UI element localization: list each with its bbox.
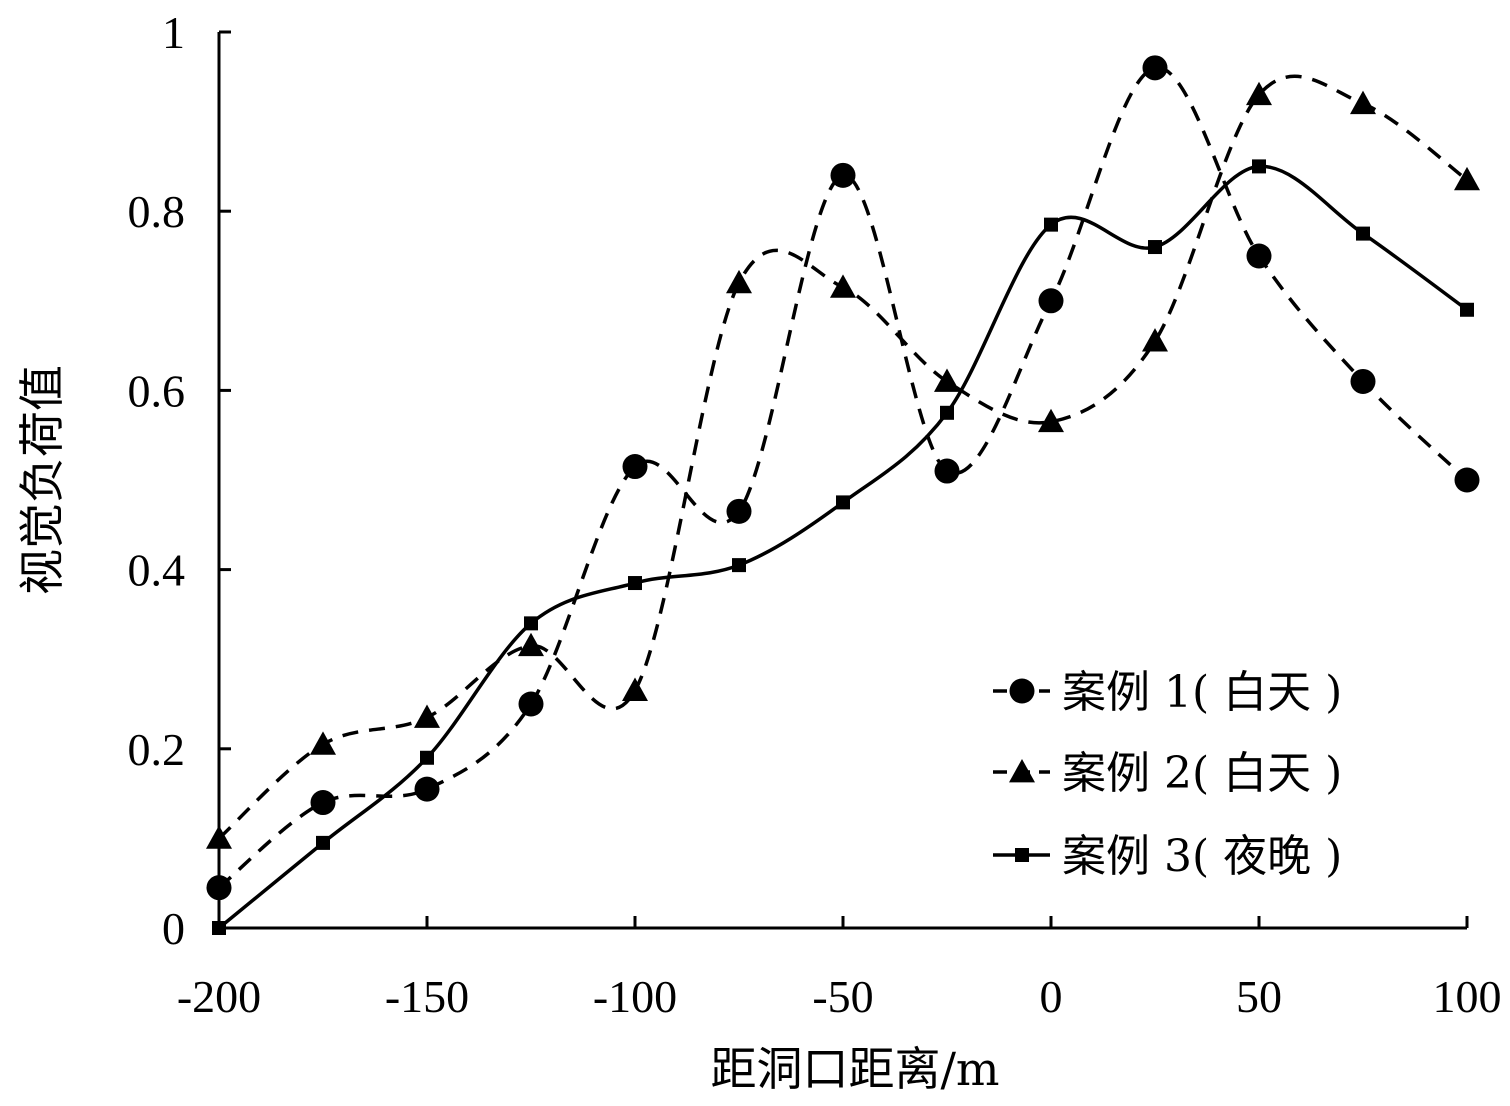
series-1-point — [726, 498, 752, 524]
y-tick-label: 0 — [162, 903, 185, 954]
series-3-point — [1252, 159, 1266, 174]
series-1-point — [310, 790, 336, 816]
y-tick-label: 0.8 — [128, 186, 186, 237]
series-1-point — [1142, 55, 1168, 81]
series-1 — [206, 55, 1480, 901]
series-3-point — [1460, 302, 1474, 317]
series-1-point — [830, 162, 856, 188]
series-1-point — [518, 691, 544, 717]
series-3-point — [1148, 240, 1162, 255]
legend-label: 案例 2( 白天 ) — [1062, 748, 1342, 799]
series-3-point — [1356, 226, 1370, 241]
series-3-point — [316, 835, 330, 850]
series-2-point — [206, 825, 232, 849]
x-axis-title: 距洞口距离/m — [710, 1042, 999, 1096]
series-2-point — [1350, 90, 1376, 115]
series-2-point — [518, 632, 544, 657]
series-2-point — [934, 368, 960, 392]
y-tick-label: 0.2 — [128, 724, 186, 775]
x-tick-label: 100 — [1433, 971, 1502, 1022]
series-group — [206, 55, 1480, 935]
legend-label: 案例 3( 夜晚 ) — [1062, 831, 1342, 882]
x-tick-label: -50 — [812, 971, 873, 1022]
series-1-point — [1454, 467, 1480, 493]
series-2-point — [1246, 81, 1272, 106]
series-3-point — [524, 616, 538, 631]
x-tick-label: -100 — [593, 971, 677, 1022]
series-2-point — [622, 677, 648, 701]
legend: 案例 1( 白天 ) 案例 2( 白天 ) 案例 3( 夜晚 ) — [993, 667, 1342, 882]
legend-marker — [1009, 759, 1035, 783]
series-1-point — [622, 454, 648, 480]
x-ticks: -200 -150 -100 -50 0 50 100 — [177, 916, 1502, 1022]
y-axis-title: 视觉负荷值 — [15, 365, 69, 595]
series-1-point — [1246, 243, 1272, 269]
series-3-point — [836, 495, 850, 510]
series-1-point — [1038, 288, 1064, 314]
x-tick-label: 50 — [1236, 971, 1282, 1022]
series-2-line — [217, 74, 1469, 840]
series-3-point — [628, 576, 642, 591]
series-1-point — [414, 776, 440, 802]
series-3-point — [212, 921, 226, 935]
legend-marker — [1015, 848, 1029, 862]
y-tick-label: 1 — [162, 7, 185, 58]
series-3 — [212, 159, 1474, 935]
series-3-point — [1044, 217, 1058, 232]
series-1-point — [1350, 368, 1376, 394]
legend-label: 案例 1( 白天 ) — [1062, 667, 1342, 718]
series-2-point — [1038, 408, 1064, 433]
series-3-point — [420, 750, 434, 765]
series-1-point — [934, 458, 960, 484]
series-2-point — [726, 269, 752, 294]
legend-marker — [1009, 678, 1035, 704]
series-3-point — [940, 405, 954, 420]
series-2-point — [1142, 328, 1168, 352]
y-ticks: 0 0.2 0.4 0.6 0.8 1 — [128, 7, 231, 954]
y-tick-label: 0.6 — [128, 365, 186, 416]
series-2-point — [1454, 166, 1480, 191]
series-2 — [206, 74, 1480, 849]
x-tick-label: -200 — [177, 971, 261, 1022]
y-tick-label: 0.4 — [128, 545, 186, 596]
x-tick-label: 0 — [1040, 971, 1063, 1022]
series-3-point — [732, 558, 746, 573]
series-2-point — [830, 274, 856, 298]
series-2-point — [414, 704, 440, 728]
series-1-point — [206, 875, 232, 901]
series-2-point — [310, 731, 336, 755]
x-tick-label: -150 — [385, 971, 469, 1022]
